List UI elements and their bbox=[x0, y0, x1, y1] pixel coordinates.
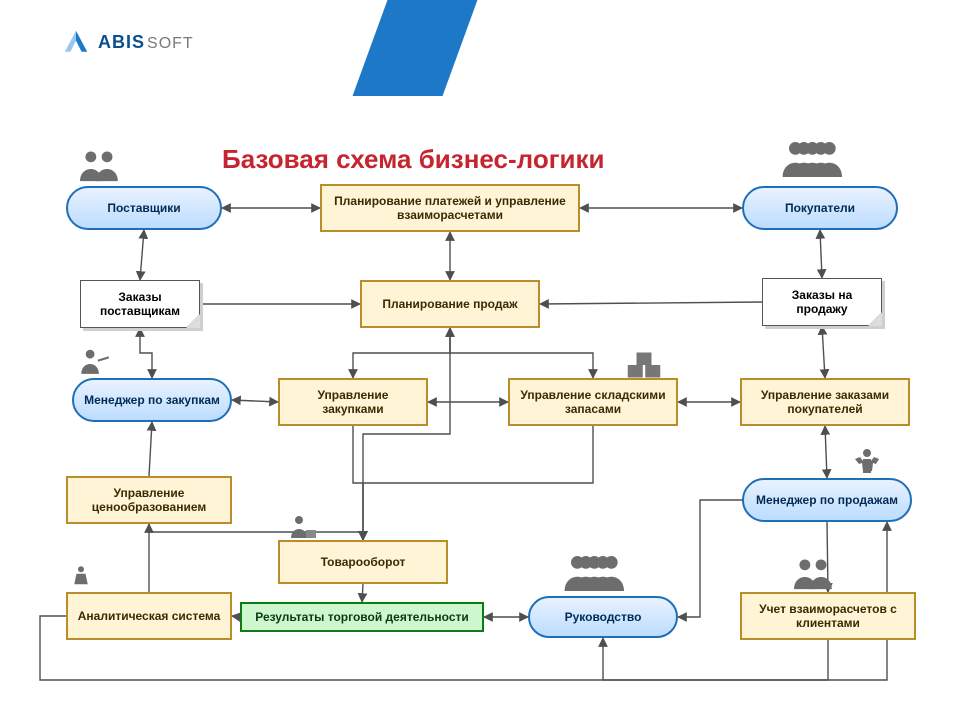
silhouette-analytics bbox=[72, 556, 102, 596]
silhouette-stock_mgmt bbox=[620, 350, 668, 380]
node-buyers: Покупатели bbox=[742, 186, 898, 230]
node-management: Руководство bbox=[528, 596, 678, 638]
node-orders_sup: Заказы поставщикам bbox=[80, 280, 200, 328]
silhouette-buyers bbox=[770, 142, 860, 188]
node-pricing: Управление ценообразованием bbox=[66, 476, 232, 524]
brand-logo: ABISSOFT bbox=[62, 28, 194, 56]
node-sales_plan: Планирование продаж bbox=[360, 280, 540, 328]
node-pay_plan: Планирование платежей и управление взаим… bbox=[320, 184, 580, 232]
node-settlements: Учет взаиморасчетов с клиентами bbox=[740, 592, 916, 640]
node-stock_mgmt: Управление складскими запасами bbox=[508, 378, 678, 426]
node-turnover: Товарооборот bbox=[278, 540, 448, 584]
node-results: Результаты торговой деятельности bbox=[240, 602, 484, 632]
silhouette-mgr_sell bbox=[854, 442, 894, 482]
node-analytics: Аналитическая система bbox=[66, 592, 232, 640]
silhouette-suppliers bbox=[76, 148, 130, 190]
node-mgr_buy: Менеджер по закупкам bbox=[72, 378, 232, 422]
node-mgr_sell: Менеджер по продажам bbox=[742, 478, 912, 522]
brand-name: ABIS bbox=[98, 32, 145, 52]
logo-icon bbox=[62, 28, 90, 56]
brand-suffix: SOFT bbox=[147, 35, 194, 52]
diagram-title: Базовая схема бизнес-логики bbox=[222, 144, 605, 175]
node-purch_mgmt: Управление закупками bbox=[278, 378, 428, 426]
node-cust_orders: Управление заказами покупателей bbox=[740, 378, 910, 426]
node-orders_buy: Заказы на продажу bbox=[762, 278, 882, 326]
node-suppliers: Поставщики bbox=[66, 186, 222, 230]
header-slash bbox=[353, 0, 478, 96]
logo-text: ABISSOFT bbox=[98, 32, 194, 53]
